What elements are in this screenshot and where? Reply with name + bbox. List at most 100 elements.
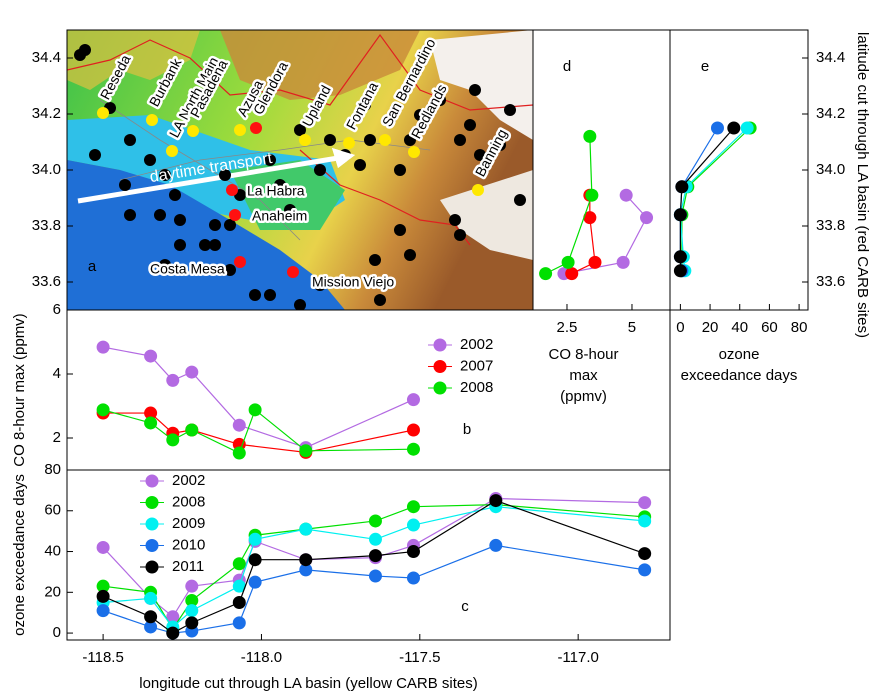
site-label: La Habra bbox=[247, 183, 305, 199]
data-point bbox=[640, 211, 653, 224]
monitor-site bbox=[174, 239, 186, 251]
data-point bbox=[233, 447, 246, 460]
monitor-site bbox=[394, 164, 406, 176]
monitor-site bbox=[124, 209, 136, 221]
legend-label: 2008 bbox=[460, 379, 493, 396]
x-tick-label: 60 bbox=[761, 319, 778, 336]
data-point bbox=[407, 424, 420, 437]
monitor-site bbox=[369, 254, 381, 266]
data-point bbox=[144, 416, 157, 429]
series-line bbox=[564, 195, 647, 273]
carb-site bbox=[408, 146, 420, 158]
data-point bbox=[97, 403, 110, 416]
data-point bbox=[617, 256, 630, 269]
carb-site bbox=[343, 137, 355, 149]
monitor-site bbox=[89, 149, 101, 161]
legend-label: 2010 bbox=[172, 536, 205, 553]
panel-label: e bbox=[701, 58, 709, 75]
data-point bbox=[489, 539, 502, 552]
monitor-site bbox=[119, 179, 131, 191]
carb-site bbox=[234, 256, 246, 268]
data-point bbox=[233, 557, 246, 570]
monitor-site bbox=[249, 289, 261, 301]
y-tick-label: 34.4 bbox=[816, 49, 845, 66]
data-point bbox=[675, 180, 688, 193]
legend-marker bbox=[146, 518, 159, 531]
legend-marker bbox=[146, 539, 159, 552]
data-point bbox=[166, 627, 179, 640]
data-point bbox=[144, 592, 157, 605]
carb-site bbox=[97, 107, 109, 119]
data-point bbox=[638, 514, 651, 527]
y-tick-label: 34.2 bbox=[816, 105, 845, 122]
carb-site bbox=[299, 134, 311, 146]
y-tick-label: 34.0 bbox=[816, 161, 845, 178]
data-point bbox=[407, 545, 420, 558]
x-tick-label: 0 bbox=[676, 319, 684, 336]
monitor-site bbox=[224, 264, 236, 276]
y-tick-label: 6 bbox=[53, 301, 61, 318]
monitor-site bbox=[154, 209, 166, 221]
carb-site bbox=[187, 125, 199, 137]
data-point bbox=[185, 616, 198, 629]
data-point bbox=[674, 264, 687, 277]
monitor-site bbox=[79, 44, 91, 56]
data-point bbox=[299, 553, 312, 566]
carb-site bbox=[250, 122, 262, 134]
monitor-site bbox=[264, 289, 276, 301]
y-tick-label: 20 bbox=[44, 583, 61, 600]
data-point bbox=[407, 500, 420, 513]
y-tick-label: 2 bbox=[53, 429, 61, 446]
y-tick-label: 4 bbox=[53, 365, 61, 382]
monitor-site bbox=[504, 104, 516, 116]
data-point bbox=[727, 122, 740, 135]
y-tick-label: 0 bbox=[53, 624, 61, 641]
monitor-site bbox=[174, 214, 186, 226]
legend-marker bbox=[146, 496, 159, 509]
carb-site bbox=[229, 209, 241, 221]
x-axis-title: CO 8-hour bbox=[548, 346, 618, 363]
figure: ResedaBurbankLA North MainPasadenaAzusaG… bbox=[0, 0, 881, 692]
data-point bbox=[539, 267, 552, 280]
data-point bbox=[185, 580, 198, 593]
carb-site bbox=[287, 266, 299, 278]
legend-marker bbox=[146, 561, 159, 574]
data-point bbox=[741, 122, 754, 135]
panel-label: a bbox=[88, 258, 97, 275]
panel-frame bbox=[67, 470, 670, 640]
site-label: Costa Mesa bbox=[150, 261, 225, 277]
site-label: Mission Viejo bbox=[312, 274, 394, 290]
y-tick-label: 34.0 bbox=[32, 161, 61, 178]
data-point bbox=[233, 596, 246, 609]
y-tick-label: 40 bbox=[44, 543, 61, 560]
monitor-site bbox=[514, 194, 526, 206]
series-line bbox=[680, 128, 717, 271]
monitor-site bbox=[324, 134, 336, 146]
data-point bbox=[588, 256, 601, 269]
data-point bbox=[185, 366, 198, 379]
carb-site bbox=[234, 124, 246, 136]
data-point bbox=[249, 403, 262, 416]
data-point bbox=[583, 130, 596, 143]
data-point bbox=[407, 519, 420, 532]
data-point bbox=[249, 533, 262, 546]
data-point bbox=[407, 572, 420, 585]
panel-label: b bbox=[463, 421, 471, 438]
x-tick-label: 20 bbox=[702, 319, 719, 336]
legend-marker bbox=[146, 475, 159, 488]
x-axis-title: max bbox=[569, 367, 598, 384]
x-tick-label: 80 bbox=[791, 319, 808, 336]
data-point bbox=[299, 523, 312, 536]
legend-label: 2009 bbox=[172, 515, 205, 532]
data-point bbox=[638, 496, 651, 509]
legend-label: 2002 bbox=[460, 336, 493, 353]
data-point bbox=[489, 494, 502, 507]
x-axis-title: (ppmv) bbox=[560, 388, 607, 405]
y-tick-label: 33.6 bbox=[32, 273, 61, 290]
x-axis-title: exceedance days bbox=[681, 367, 798, 384]
legend-label: 2008 bbox=[172, 493, 205, 510]
data-point bbox=[562, 256, 575, 269]
data-point bbox=[674, 250, 687, 263]
series-line bbox=[546, 136, 592, 273]
monitor-site bbox=[314, 164, 326, 176]
